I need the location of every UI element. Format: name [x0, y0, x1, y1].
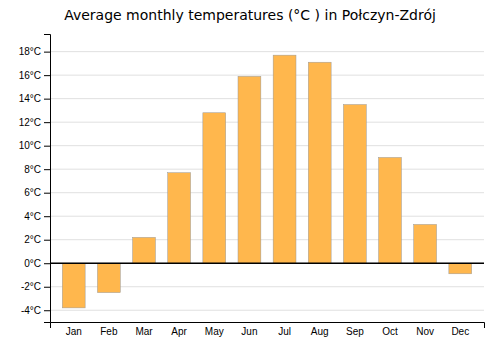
- y-tick-mark: [44, 263, 50, 264]
- x-tick-label: Nov: [416, 326, 434, 337]
- grid-line: [50, 310, 484, 311]
- x-tick: Jun: [241, 326, 257, 337]
- y-tick-label: 4°C: [24, 211, 41, 222]
- bar: [133, 237, 156, 263]
- plot: -4°C -2°C 0°C 2°C 4°C 6°C 8°C 10°C 12°C 14°C 16°C 1…: [19, 35, 485, 338]
- bar: [62, 263, 85, 308]
- y-tick-label: 18°C: [19, 46, 41, 57]
- title: Average monthly temperatures (°C ) in Po…: [64, 7, 436, 23]
- y-tick-label: 14°C: [19, 93, 41, 104]
- x-tick-label: Jan: [66, 326, 82, 337]
- x-tick-label: Dec: [451, 326, 469, 337]
- grid-line: [50, 145, 484, 146]
- y-axis: -4°C -2°C 0°C 2°C 4°C 6°C 8°C 10°C 12°C 14°C 16°C 1…: [19, 35, 51, 323]
- x-tick-label: Sep: [346, 326, 364, 337]
- x-tick-label: Mar: [135, 326, 153, 337]
- x-tick-label: Oct: [382, 326, 398, 337]
- y-axis-line: [44, 35, 51, 323]
- bar: [308, 62, 331, 263]
- x-tick: Dec: [451, 326, 469, 337]
- y-tick: 14°C: [19, 93, 50, 104]
- y-tick-mark: [44, 169, 50, 170]
- x-tick: Nov: [416, 326, 434, 337]
- y-tick-label: 0°C: [24, 258, 41, 269]
- grid-line: [50, 75, 484, 76]
- y-tick-mark: [44, 287, 50, 288]
- y-tick: -4°C: [21, 305, 50, 316]
- x-tick: Apr: [171, 326, 187, 337]
- x-tick-label: Aug: [311, 326, 329, 337]
- x-tick-label: Feb: [100, 326, 118, 337]
- bar: [168, 173, 191, 264]
- bar: [203, 113, 226, 263]
- y-tick-label: 10°C: [19, 140, 41, 151]
- y-tick-label: 8°C: [24, 164, 41, 175]
- chart: Average monthly temperatures (°C ) in Po…: [0, 0, 500, 350]
- grid-line: [50, 98, 484, 99]
- x-tick-label: Jul: [278, 326, 291, 337]
- grid: [50, 52, 484, 311]
- y-tick-mark: [44, 146, 50, 147]
- x-axis: Jan Feb Mar Apr May Jun Jul Aug Sep Oct Nov Dec: [51, 323, 485, 338]
- bar: [414, 224, 437, 263]
- y-tick: 8°C: [24, 164, 50, 175]
- x-tick-label: Jun: [241, 326, 257, 337]
- y-tick: 6°C: [24, 187, 50, 198]
- x-tick-label: Apr: [171, 326, 187, 337]
- bar: [379, 157, 402, 263]
- x-tick: Aug: [311, 326, 329, 337]
- grid-line: [50, 216, 484, 217]
- y-tick: 2°C: [24, 234, 50, 245]
- y-tick: 4°C: [24, 211, 50, 222]
- y-tick: -2°C: [21, 281, 50, 292]
- grid-line: [50, 51, 484, 52]
- y-tick-label: -2°C: [21, 281, 41, 292]
- y-tick-mark: [44, 240, 50, 241]
- bar: [238, 76, 261, 263]
- y-tick-mark: [44, 52, 50, 53]
- y-tick: 10°C: [19, 140, 50, 151]
- bars: [62, 55, 471, 308]
- y-tick: 16°C: [19, 70, 50, 81]
- bar: [449, 263, 472, 274]
- y-tick: 18°C: [19, 46, 50, 57]
- zero-line: [50, 262, 484, 264]
- x-tick: Sep: [346, 326, 364, 337]
- y-tick-label: -4°C: [21, 305, 41, 316]
- y-tick-mark: [44, 99, 50, 100]
- bar: [273, 55, 296, 263]
- y-tick-mark: [44, 122, 50, 123]
- grid-line: [50, 169, 484, 170]
- grid-line: [50, 122, 484, 123]
- x-tick: Mar: [135, 326, 153, 337]
- x-tick: Jul: [278, 326, 291, 337]
- y-tick-label: 2°C: [24, 234, 41, 245]
- y-tick-mark: [44, 216, 50, 217]
- grid-line: [50, 263, 484, 264]
- x-tick: Oct: [382, 326, 398, 337]
- y-tick-label: 12°C: [19, 117, 41, 128]
- bar: [343, 105, 366, 264]
- x-tick: Jan: [66, 326, 82, 337]
- y-tick-label: 16°C: [19, 70, 41, 81]
- y-tick-mark: [44, 310, 50, 311]
- grid-line: [50, 192, 484, 193]
- y-tick: 0°C: [24, 258, 50, 269]
- x-tick-label: May: [205, 326, 224, 337]
- bar: [97, 263, 120, 292]
- y-tick-label: 6°C: [24, 187, 41, 198]
- x-tick: Feb: [100, 326, 118, 337]
- x-tick: May: [205, 326, 224, 337]
- y-tick: 12°C: [19, 117, 50, 128]
- y-tick-mark: [44, 193, 50, 194]
- y-tick-mark: [44, 75, 50, 76]
